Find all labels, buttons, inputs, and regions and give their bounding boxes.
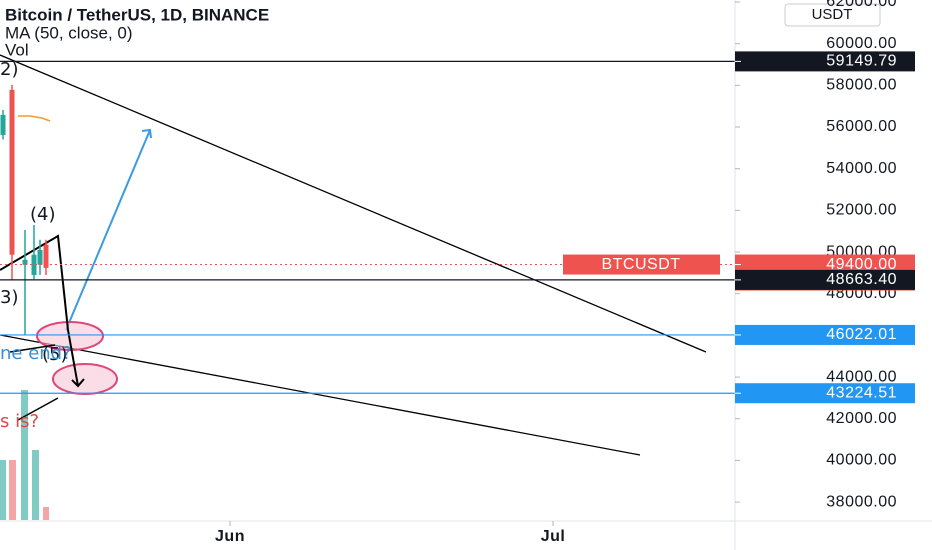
chart-title: Bitcoin / TetherUS, 1D, BINANCE (5, 5, 269, 24)
arrow-head (71, 378, 85, 388)
candle-body (9, 89, 15, 255)
annotation: (4) (30, 204, 56, 225)
x-tick-label: Jun (215, 528, 245, 545)
volume-bar (9, 460, 16, 520)
price-badge-label: 49400.00 (826, 256, 897, 273)
currency-button[interactable] (784, 3, 881, 27)
x-tick-label: Jul (541, 528, 566, 545)
y-tick-label: 42000.00 (826, 410, 897, 427)
y-tick-label: 54000.00 (826, 160, 897, 177)
y-tick-label: 60000.00 (826, 35, 897, 52)
price-badge (735, 51, 915, 72)
candle-body (22, 259, 28, 265)
currency-label[interactable]: USDT (812, 6, 853, 23)
trend-line (0, 54, 707, 353)
annotation: 3) (0, 287, 18, 308)
price-badge-label: 46022.01 (826, 326, 897, 343)
price-badge-label: 48663.40 (826, 271, 897, 288)
y-tick-label: 40000.00 (826, 452, 897, 469)
price-badge-label: 59149.79 (826, 53, 897, 70)
y-tick-label: 52000.00 (826, 202, 897, 219)
volume-bar (0, 460, 6, 520)
annotation: s is? (0, 411, 39, 432)
candle-body (43, 244, 49, 268)
symbol-tag (563, 254, 720, 275)
target-ellipse (52, 363, 118, 395)
volume-bar (21, 390, 28, 520)
y-tick-label: 58000.00 (826, 77, 897, 94)
annotation: 2) (0, 59, 18, 80)
symbol-tag-label: BTCUSDT (601, 256, 680, 273)
annotation: ne end? (0, 343, 72, 364)
price-badge-label: 43224.51 (826, 384, 897, 401)
annotation: (5) (42, 344, 68, 365)
price-badge (735, 269, 915, 290)
y-tick-label: 44000.00 (826, 368, 897, 385)
indicator-label: MA (50, close, 0) (5, 23, 133, 42)
candle-body (37, 249, 43, 265)
trend-line (0, 334, 641, 456)
wave-path (0, 234, 79, 387)
volume-bar (32, 450, 39, 520)
price-badge (735, 324, 915, 345)
arrow (9, 344, 56, 353)
y-tick-label: 38000.00 (826, 493, 897, 510)
arrow-head (141, 128, 152, 139)
candle-body (0, 114, 6, 135)
projection-arrow (65, 129, 151, 331)
arrow (17, 397, 59, 421)
volume-bar (43, 507, 49, 520)
indicator-label: Vol (5, 40, 29, 59)
y-tick-label: 56000.00 (826, 118, 897, 135)
plot-area (0, 54, 735, 520)
ma-line (18, 115, 51, 122)
price-badge (735, 383, 915, 404)
candle-body (31, 254, 37, 275)
y-tick-label: 62000.00 (826, 0, 897, 10)
